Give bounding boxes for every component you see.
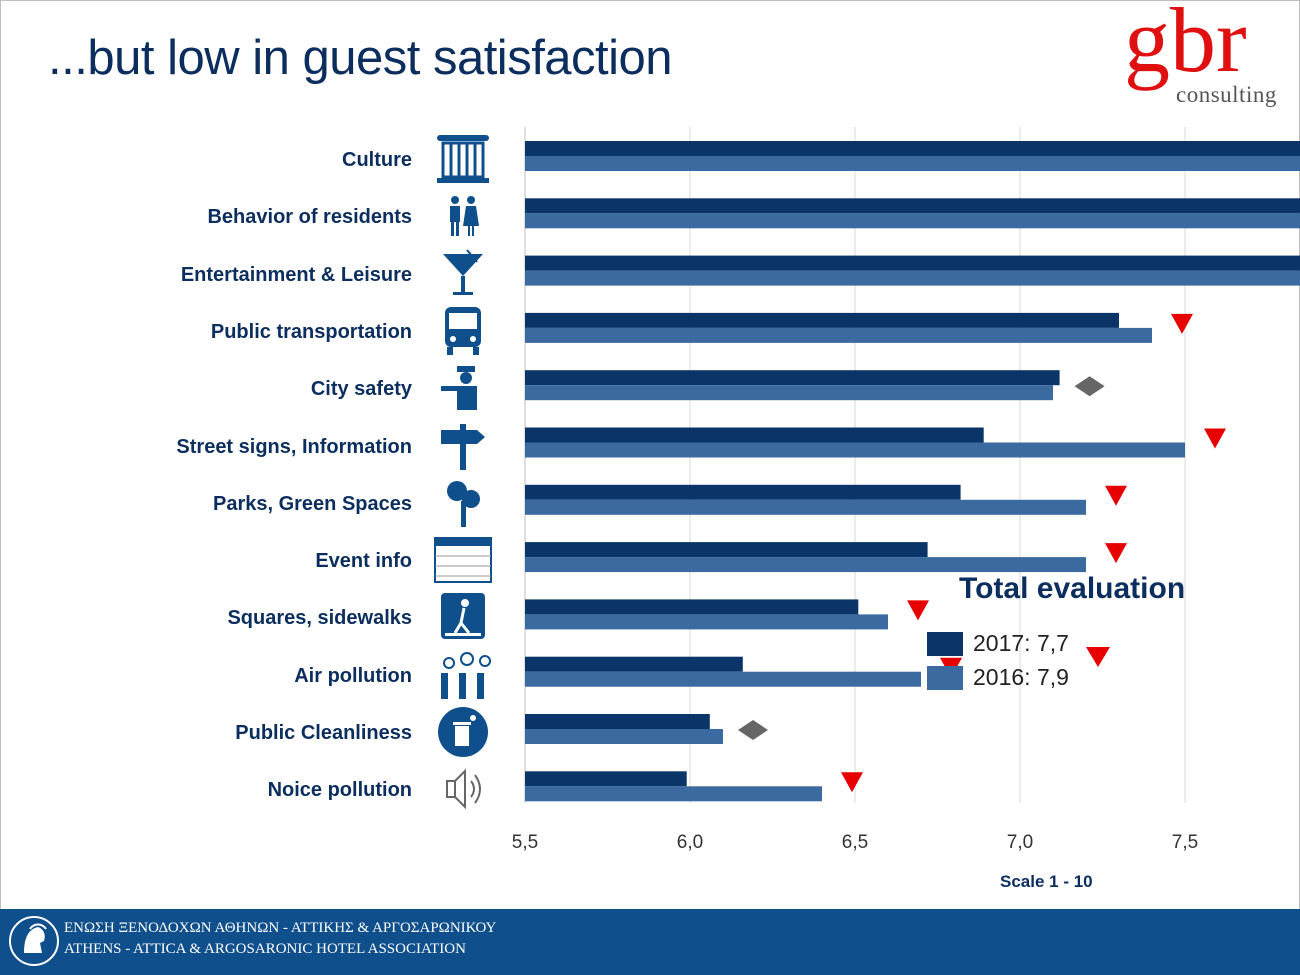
category-label: Air pollution: [294, 664, 412, 687]
bar-2017: [525, 599, 859, 615]
bar-2017: [525, 656, 743, 672]
bar-2016: [525, 385, 1053, 401]
trend-flat-icon: [1074, 376, 1105, 397]
bar-2017: [525, 370, 1060, 386]
category-label: Parks, Green Spaces: [212, 492, 412, 515]
category-label: Culture: [342, 149, 412, 171]
category-label: Public Cleanliness: [235, 722, 412, 744]
bar-2016: [525, 729, 723, 744]
bar-2017: [525, 542, 928, 558]
trend-down-icon: [1171, 313, 1193, 334]
signpost-icon: [441, 423, 485, 470]
x-tick-label: 6,5: [842, 832, 868, 853]
trend-down-icon: [1105, 485, 1127, 506]
trend-down-icon: [1204, 428, 1226, 449]
category-label: Noice pollution: [267, 779, 412, 802]
bar-2016: [525, 499, 1086, 515]
police-icon: [441, 366, 477, 411]
category-label: Public transportation: [210, 320, 412, 343]
column-icon: [437, 135, 489, 183]
legend: Total evaluation 2017: 7,7 2016: 7,9: [925, 570, 1245, 700]
bar-chart: 5,56,06,57,07,58,08,59,0: [512, 127, 1300, 853]
bar-2017: [525, 427, 984, 443]
bar-2016: [525, 442, 1185, 458]
people-icon: [450, 196, 479, 237]
bar-2017: [525, 255, 1300, 271]
bar-2016: [525, 614, 888, 630]
bar-2016: [525, 270, 1300, 286]
x-tick-label: 7,5: [1172, 832, 1198, 853]
bar-2017: [525, 771, 687, 787]
factory-icon: [441, 651, 491, 699]
logo-sub: consulting: [1176, 82, 1277, 107]
pedestrian-icon: [441, 593, 485, 640]
bar-2016: [525, 327, 1152, 343]
tree-icon: [447, 480, 480, 527]
bar-2016: [525, 557, 1086, 573]
x-tick-label: 7,0: [1007, 832, 1033, 853]
trend-down-icon: [907, 600, 929, 621]
scale-note: Scale 1 - 10: [1000, 872, 1093, 891]
category-label: Event info: [315, 550, 412, 573]
logo-main: gbr: [1124, 0, 1247, 91]
category-label: Behavior of residents: [207, 206, 412, 229]
category-label: Street signs, Information: [176, 435, 412, 458]
category-label: City safety: [310, 378, 412, 401]
bar-2017: [525, 198, 1300, 214]
bus-icon: [445, 306, 481, 355]
bar-2016: [525, 213, 1300, 229]
footer-bar: ΕΝΩΣΗ ΞΕΝΟΔΟΧΩΝ ΑΘΗΝΩΝ - ΑΤΤΙΚΗΣ & ΑΡΓΟΣ…: [0, 909, 1300, 975]
bar-2017: [525, 312, 1119, 328]
trend-flat-icon: [738, 720, 768, 740]
x-tick-label: 6,0: [677, 832, 703, 853]
x-tick-label: 5,5: [512, 832, 538, 853]
trend-down-icon: [1105, 543, 1127, 564]
trash-icon: [438, 707, 488, 757]
category-label: Entertainment & Leisure: [180, 263, 412, 286]
speaker-icon: [446, 768, 481, 810]
legend-label-2016: 2016: 7,9: [973, 664, 1069, 690]
gbr-logo: gbr consulting: [1120, 0, 1295, 112]
footer-line-greek: ΕΝΩΣΗ ΞΕΝΟΔΟΧΩΝ ΑΘΗΝΩΝ - ΑΤΤΙΚΗΣ & ΑΡΓΟΣ…: [64, 920, 497, 936]
legend-swatch-2016: [927, 666, 963, 690]
cocktail-icon: [443, 248, 483, 295]
bar-2016: [525, 786, 822, 802]
footer-line-english: ATHENS - ATTICA & ARGOSARONIC HOTEL ASSO…: [64, 941, 466, 957]
bar-2016: [525, 156, 1300, 171]
bar-2017: [525, 141, 1300, 156]
category-label: Squares, sidewalks: [227, 607, 412, 630]
legend-trend-down-icon: [1086, 647, 1110, 667]
legend-title: Total evaluation: [959, 572, 1186, 605]
trend-down-icon: [841, 772, 863, 793]
slide-title: ...but low in guest satisfaction: [48, 31, 673, 85]
legend-swatch-2017: [927, 632, 963, 656]
bar-2017: [525, 484, 961, 500]
bar-2016: [525, 671, 921, 687]
legend-label-2017: 2017: 7,7: [973, 630, 1069, 656]
bar-2017: [525, 714, 710, 729]
calendar-icon: [434, 537, 492, 584]
association-emblem-icon: [9, 916, 59, 966]
